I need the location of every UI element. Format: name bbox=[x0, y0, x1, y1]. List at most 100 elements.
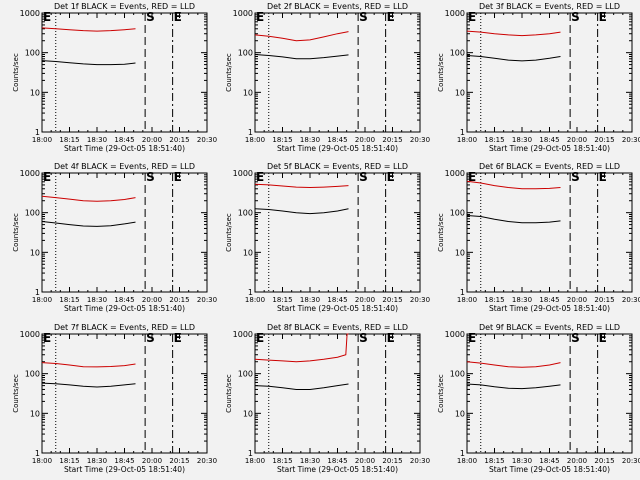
x-axis-label: Start Time (29-Oct-05 18:51:40) bbox=[64, 144, 185, 153]
x-tick-label: 18:15 bbox=[484, 296, 504, 304]
marker-label: S bbox=[359, 10, 368, 24]
x-tick-label: 18:15 bbox=[272, 296, 292, 304]
x-tick-label: 20:15 bbox=[382, 296, 402, 304]
y-tick-label: 1000 bbox=[445, 9, 465, 18]
x-tick-label: 18:30 bbox=[300, 457, 320, 465]
x-tick-label: 20:00 bbox=[142, 136, 162, 144]
y-tick-label: 10 bbox=[30, 88, 40, 97]
lld-series-line bbox=[254, 333, 349, 363]
panel-title: Det 4f BLACK = Events, RED = LLD bbox=[54, 162, 195, 171]
y-axis-label: Counts/sec bbox=[225, 374, 233, 413]
y-tick-label: 1 bbox=[248, 288, 253, 297]
marker-label: E bbox=[387, 331, 395, 345]
y-axis-label: Counts/sec bbox=[12, 213, 20, 252]
x-axis-label: Start Time (29-Oct-05 18:51:40) bbox=[277, 465, 398, 474]
x-tick-label: 20:15 bbox=[382, 136, 402, 144]
lld-series-line bbox=[41, 27, 136, 32]
x-tick-label: 20:15 bbox=[169, 296, 189, 304]
panel-2: Det 2f BLACK = Events, RED = LLD 1 10 100 10… bbox=[225, 2, 430, 153]
x-tick-label: 18:15 bbox=[484, 136, 504, 144]
x-tick-label: 18:45 bbox=[114, 296, 134, 304]
lld-series-line bbox=[41, 362, 136, 368]
lld-series-line bbox=[254, 31, 349, 42]
marker-label: S bbox=[359, 170, 368, 184]
plot-frame bbox=[254, 172, 421, 293]
events-series-line bbox=[466, 215, 561, 224]
x-tick-label: 20:30 bbox=[622, 457, 640, 465]
marker-label: E bbox=[43, 10, 51, 24]
y-tick-label: 1 bbox=[35, 449, 40, 458]
marker-label: E bbox=[256, 170, 264, 184]
plot-frame bbox=[254, 12, 421, 133]
marker-label: S bbox=[571, 331, 580, 345]
marker-label: E bbox=[174, 10, 182, 24]
y-axis-label: Counts/sec bbox=[225, 213, 233, 252]
panel-title: Det 9f BLACK = Events, RED = LLD bbox=[479, 323, 620, 332]
x-tick-label: 18:30 bbox=[87, 457, 107, 465]
x-tick-label: 20:15 bbox=[382, 457, 402, 465]
events-series-line bbox=[254, 383, 349, 390]
plot-frame bbox=[41, 333, 208, 454]
x-tick-label: 18:45 bbox=[114, 136, 134, 144]
x-tick-label: 20:30 bbox=[410, 457, 430, 465]
panel-6: Det 6f BLACK = Events, RED = LLD 1 10 100 10… bbox=[437, 162, 640, 313]
events-series-line bbox=[466, 383, 561, 390]
x-tick-label: 20:30 bbox=[197, 457, 217, 465]
x-tick-label: 18:45 bbox=[539, 296, 559, 304]
marker-label: S bbox=[146, 170, 155, 184]
plot-frame bbox=[41, 172, 208, 293]
x-tick-label: 18:30 bbox=[512, 457, 532, 465]
panel-title: Det 1f BLACK = Events, RED = LLD bbox=[54, 2, 195, 11]
x-tick-label: 20:00 bbox=[142, 457, 162, 465]
panel-4: Det 4f BLACK = Events, RED = LLD 1 10 100 10… bbox=[12, 162, 217, 313]
y-axis-label: Counts/sec bbox=[225, 53, 233, 92]
x-tick-label: 18:30 bbox=[300, 296, 320, 304]
x-axis-label: Start Time (29-Oct-05 18:51:40) bbox=[489, 144, 610, 153]
x-tick-label: 20:00 bbox=[355, 136, 375, 144]
y-tick-label: 100 bbox=[238, 370, 253, 379]
x-tick-label: 20:30 bbox=[197, 296, 217, 304]
plot-frame bbox=[466, 333, 633, 454]
marker-label: E bbox=[387, 170, 395, 184]
x-tick-label: 20:15 bbox=[594, 457, 614, 465]
y-tick-label: 10 bbox=[243, 248, 253, 257]
marker-label: E bbox=[43, 170, 51, 184]
x-tick-label: 20:30 bbox=[622, 136, 640, 144]
y-tick-label: 1000 bbox=[20, 330, 40, 339]
events-series-line bbox=[254, 54, 349, 60]
y-tick-label: 1 bbox=[460, 288, 465, 297]
y-tick-label: 1000 bbox=[445, 330, 465, 339]
x-tick-label: 20:15 bbox=[169, 457, 189, 465]
events-series-line bbox=[41, 60, 136, 66]
marker-label: E bbox=[43, 331, 51, 345]
lld-series-line bbox=[254, 183, 349, 189]
marker-label: E bbox=[174, 170, 182, 184]
marker-label: S bbox=[571, 10, 580, 24]
x-tick-label: 20:00 bbox=[355, 457, 375, 465]
y-tick-label: 1000 bbox=[233, 9, 253, 18]
x-tick-label: 20:15 bbox=[594, 296, 614, 304]
x-axis-label: Start Time (29-Oct-05 18:51:40) bbox=[64, 304, 185, 313]
y-axis-label: Counts/sec bbox=[437, 374, 445, 413]
x-tick-label: 18:45 bbox=[327, 296, 347, 304]
y-tick-label: 100 bbox=[450, 370, 465, 379]
events-series-line bbox=[41, 382, 136, 388]
x-tick-label: 20:00 bbox=[142, 296, 162, 304]
marker-label: E bbox=[468, 331, 476, 345]
x-tick-label: 18:45 bbox=[539, 457, 559, 465]
plot-frame bbox=[254, 333, 421, 454]
events-series-line bbox=[466, 55, 561, 62]
y-tick-label: 100 bbox=[25, 370, 40, 379]
y-tick-label: 100 bbox=[25, 209, 40, 218]
marker-label: S bbox=[146, 10, 155, 24]
y-axis-label: Counts/sec bbox=[12, 374, 20, 413]
y-tick-label: 10 bbox=[455, 88, 465, 97]
y-axis-label: Counts/sec bbox=[437, 53, 445, 92]
y-tick-label: 10 bbox=[243, 88, 253, 97]
lld-series-line bbox=[466, 361, 561, 368]
y-tick-label: 1 bbox=[35, 288, 40, 297]
y-tick-label: 1000 bbox=[233, 169, 253, 178]
x-tick-label: 18:00 bbox=[245, 296, 265, 304]
panel-title: Det 3f BLACK = Events, RED = LLD bbox=[479, 2, 620, 11]
